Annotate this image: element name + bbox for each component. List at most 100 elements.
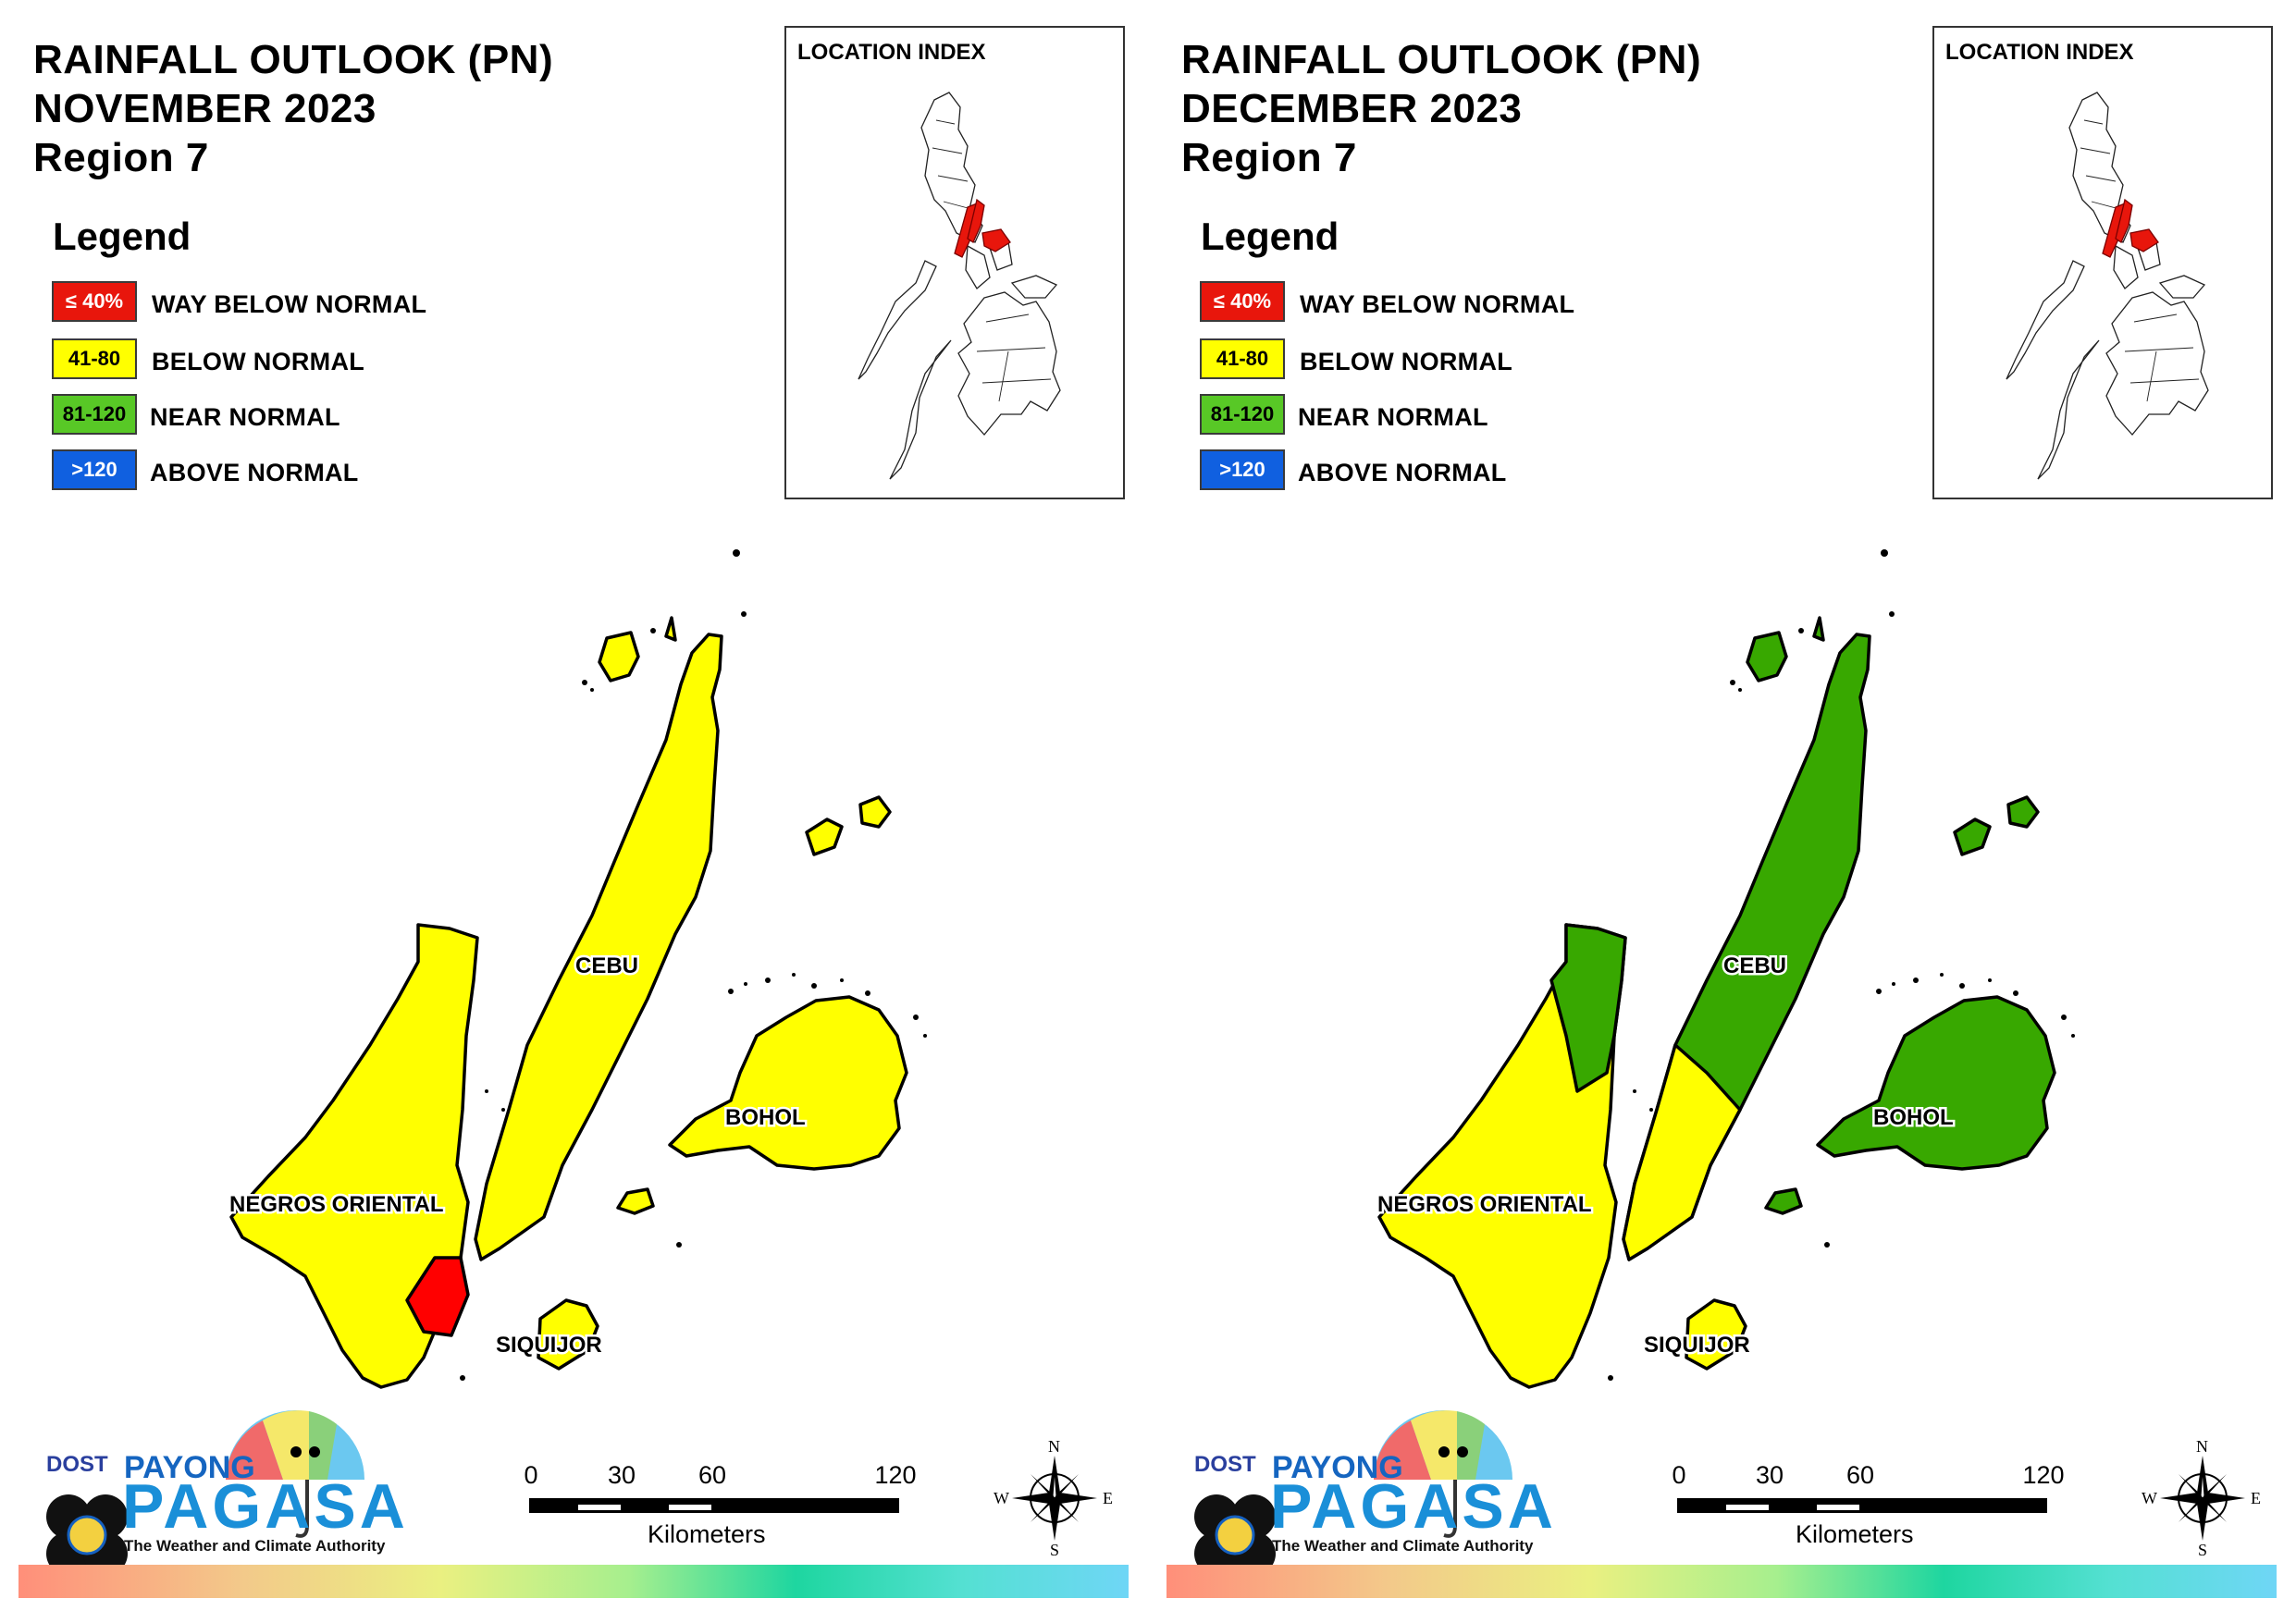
legend-label: WAY BELOW NORMAL [152, 290, 427, 318]
title-line-2: DECEMBER 2023 [1181, 86, 1523, 131]
islet [616, 1187, 655, 1215]
scale-tick: 120 [2022, 1461, 2065, 1489]
title-line-1: RAINFALL OUTLOOK (PN) [33, 37, 554, 82]
compass-s: S [1050, 1541, 1060, 1559]
inset-cebu-highlight [967, 198, 985, 243]
payong-pagasa-logo: DOST PAYONG PAGASA The Weather and Clima… [31, 1387, 405, 1572]
north-arrow-compass: N E S W [994, 1437, 1113, 1559]
bohol-shape [668, 995, 908, 1171]
label-cebu: CEBU [575, 953, 638, 978]
scale-unit: Kilometers [1796, 1520, 1914, 1548]
legend-swatch: >120 [52, 449, 137, 490]
region7-map: CEBU BOHOL NEGROS ORIENTAL SIQUIJOR [1376, 549, 2075, 1389]
location-index-inset: LOCATION INDEX [1932, 26, 2273, 499]
umbrella-icon [1194, 1410, 1512, 1572]
legend-swatch: >120 [1200, 449, 1285, 490]
legend-label: NEAR NORMAL [1298, 403, 1488, 431]
tagline: The Weather and Climate Authority [1272, 1537, 1534, 1555]
legend-swatch: 81-120 [52, 394, 137, 435]
map-title: RAINFALL OUTLOOK (PN) NOVEMBER 2023 Regi… [33, 35, 553, 182]
camotes-island [858, 795, 892, 829]
legend-swatch: 41-80 [52, 338, 137, 379]
region7-map: CEBU BOHOL NEGROS ORIENTAL SIQUIJOR [228, 549, 927, 1389]
label-siquijor: SIQUIJOR [496, 1333, 602, 1358]
compass-s: S [2198, 1541, 2208, 1559]
compass-n: N [1048, 1437, 1060, 1456]
title-line-3: Region 7 [33, 135, 209, 180]
compass-rose-icon [2160, 1456, 2245, 1541]
label-siquijor: SIQUIJOR [1644, 1333, 1750, 1358]
philippines-inset-map: LOCATION INDEX [1945, 40, 2209, 480]
scale-tick: 30 [1755, 1461, 1784, 1489]
philippines-inset-map: LOCATION INDEX [797, 40, 1061, 480]
panel-november: RAINFALL OUTLOOK (PN) NOVEMBER 2023 Regi… [19, 26, 1129, 1598]
umbrella-icon [46, 1410, 364, 1572]
islet [1812, 616, 1825, 642]
negros-oriental-way-below-normal-area [405, 1256, 470, 1337]
pagasa-label: PAGASA [122, 1471, 409, 1542]
label-bohol: BOHOL [1873, 1105, 1954, 1130]
scale-unit: Kilometers [648, 1520, 766, 1548]
location-index-inset: LOCATION INDEX [784, 26, 1125, 499]
label-negros-oriental: NEGROS ORIENTAL [1377, 1192, 1592, 1217]
pagasa-label: PAGASA [1270, 1471, 1557, 1542]
scale-tick: 120 [874, 1461, 917, 1489]
panel-december: RAINFALL OUTLOOK (PN) DECEMBER 2023 Regi… [1148, 0, 2296, 1623]
negros-oriental-shape [229, 923, 479, 1389]
inset-bohol-highlight [981, 228, 1011, 252]
inset-cebu-highlight [2115, 198, 2133, 243]
legend-label: ABOVE NORMAL [1298, 459, 1507, 486]
camotes-island [2006, 795, 2040, 829]
compass-e: E [2251, 1489, 2261, 1507]
compass-n: N [2196, 1437, 2208, 1456]
payong-label: PAYONG [1272, 1450, 1403, 1485]
siquijor-shape [537, 1298, 599, 1371]
legend-swatch: 41-80 [1200, 338, 1285, 379]
scale-tick: 60 [697, 1461, 727, 1489]
camotes-island [805, 818, 844, 856]
legend-label: BELOW NORMAL [1300, 348, 1513, 375]
legend-label: ABOVE NORMAL [150, 459, 359, 486]
location-index-title: LOCATION INDEX [1945, 40, 2134, 65]
islet [1764, 1187, 1803, 1215]
label-negros-oriental: NEGROS ORIENTAL [229, 1192, 444, 1217]
location-index-title: LOCATION INDEX [797, 40, 986, 65]
negros-oriental-shape [1377, 923, 1627, 1389]
dost-label: DOST [1194, 1452, 1256, 1477]
inset-bohol-highlight [2129, 228, 2159, 252]
scale-tick: 0 [524, 1461, 538, 1489]
compass-e: E [1103, 1489, 1113, 1507]
decorative-gradient-bar [1167, 1565, 2277, 1598]
payong-pagasa-logo: DOST PAYONG PAGASA The Weather and Clima… [1179, 1387, 1553, 1572]
cebu-north-island [598, 631, 640, 682]
north-arrow-compass: N E S W [2142, 1437, 2261, 1559]
cebu-north-island [1746, 631, 1788, 682]
title-line-2: NOVEMBER 2023 [33, 86, 376, 131]
dost-label: DOST [46, 1452, 108, 1477]
legend-swatch: ≤ 40% [52, 281, 137, 322]
title-line-3: Region 7 [1181, 135, 1357, 180]
islet [664, 616, 677, 642]
negros-oriental-near-normal-area [1549, 923, 1627, 1093]
legend-title: Legend [1201, 215, 1339, 258]
label-cebu: CEBU [1723, 953, 1786, 978]
decorative-gradient-bar [19, 1565, 1129, 1598]
scale-bar-graphic [529, 1498, 899, 1513]
legend-swatch: 81-120 [1200, 394, 1285, 435]
camotes-island [1953, 818, 1992, 856]
scale-tick: 0 [1672, 1461, 1686, 1489]
title-line-1: RAINFALL OUTLOOK (PN) [1181, 37, 1702, 82]
payong-label: PAYONG [124, 1450, 255, 1485]
legend-swatch: ≤ 40% [1200, 281, 1285, 322]
compass-w: W [994, 1489, 1009, 1507]
legend-label: WAY BELOW NORMAL [1300, 290, 1575, 318]
scale-bar-graphic [1677, 1498, 2047, 1513]
siquijor-shape [1685, 1298, 1747, 1371]
tagline: The Weather and Climate Authority [124, 1537, 386, 1555]
scale-bar: 0 30 60 120 Kilometers [518, 1461, 916, 1548]
cebu-shape [474, 633, 723, 1261]
legend-title: Legend [53, 215, 191, 258]
legend-label: BELOW NORMAL [152, 348, 365, 375]
scale-tick: 60 [1845, 1461, 1875, 1489]
scale-bar: 0 30 60 120 Kilometers [1666, 1461, 2064, 1548]
